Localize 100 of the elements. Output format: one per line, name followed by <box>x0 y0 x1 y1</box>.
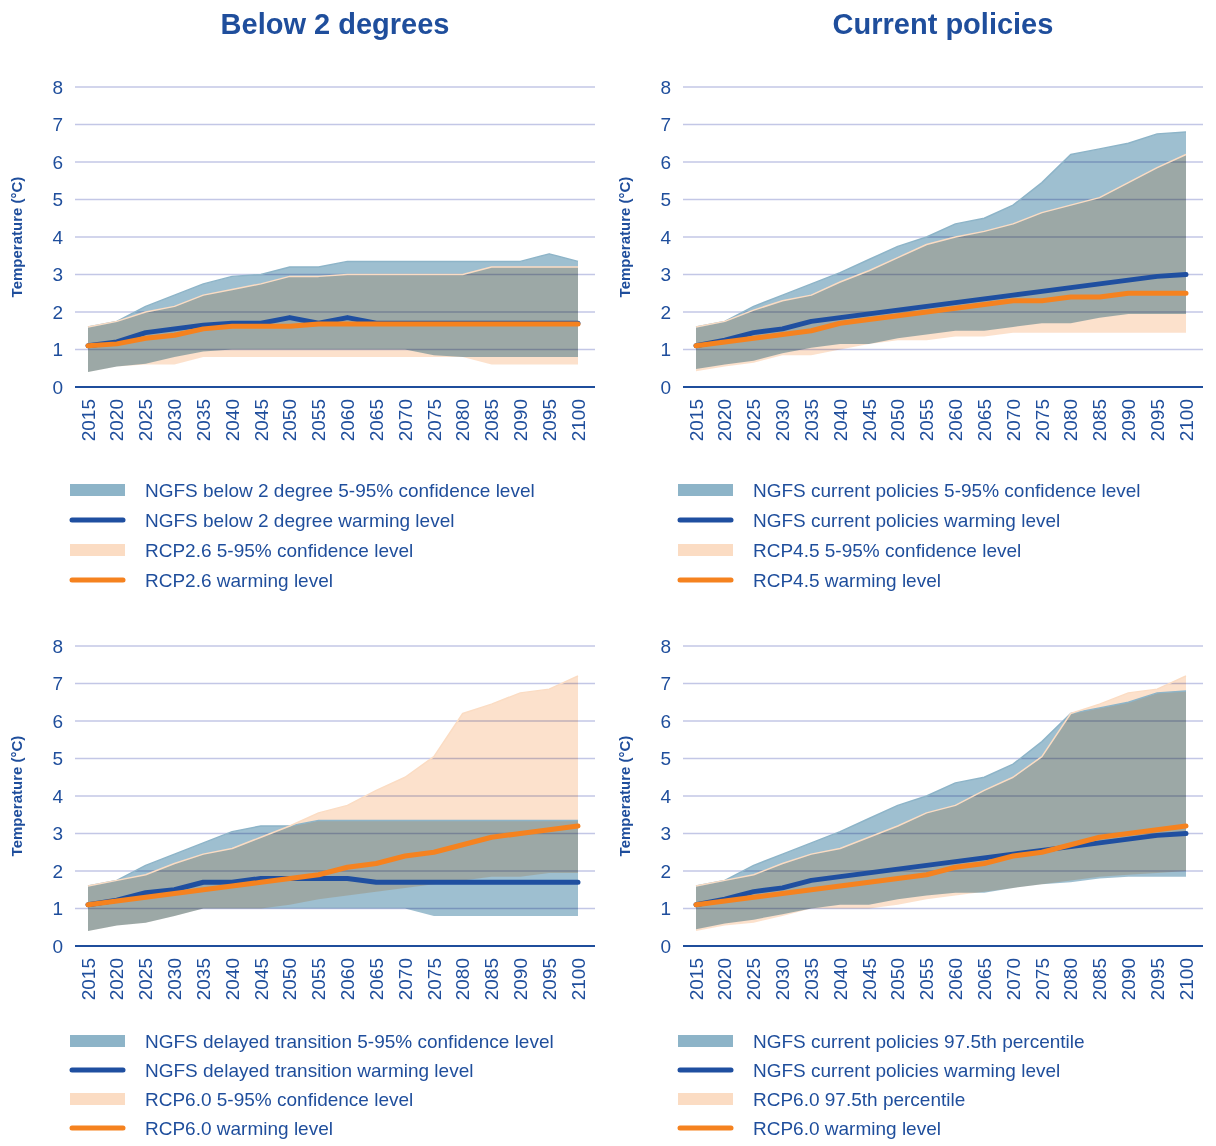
x-tick-label: 2060 <box>945 399 967 442</box>
x-tick-label: 2020 <box>714 958 736 1001</box>
x-tick-label: 2065 <box>973 958 995 1001</box>
x-tick-label: 2035 <box>800 399 822 442</box>
x-tick-label: 2070 <box>394 958 416 1001</box>
y-tick-label: 4 <box>660 785 672 807</box>
x-tick-label: 2030 <box>772 958 794 1001</box>
legend-label: NGFS below 2 degree 5-95% confidence level <box>145 479 535 501</box>
x-tick-label: 2045 <box>250 958 272 1001</box>
legend-label: RCP6.0 97.5th percentile <box>753 1088 966 1110</box>
x-tick-label: 2095 <box>538 399 560 442</box>
legend-label: RCP2.6 5-95% confidence level <box>145 539 414 561</box>
y-tick-label: 4 <box>52 226 64 248</box>
x-tick-label: 2060 <box>337 958 359 1001</box>
chart-title: Below 2 degrees <box>220 8 450 40</box>
y-tick-label: 7 <box>660 114 671 136</box>
x-tick-label: 2080 <box>1060 958 1082 1001</box>
y-tick-label: 8 <box>660 76 671 98</box>
x-tick-label: 2070 <box>1002 958 1024 1001</box>
x-tick-label: 2060 <box>337 399 359 442</box>
y-tick-label: 0 <box>660 376 671 398</box>
legend-label: NGFS current policies warming level <box>753 1059 1061 1081</box>
y-tick-label: 2 <box>660 301 671 323</box>
y-tick-label: 0 <box>52 376 63 398</box>
x-tick-label: 2045 <box>858 958 880 1001</box>
y-tick-label: 3 <box>52 264 63 286</box>
x-tick-label: 2100 <box>1175 399 1197 442</box>
x-tick-label: 2070 <box>1002 399 1024 442</box>
legend-label: RCP6.0 5-95% confidence level <box>145 1088 414 1110</box>
legend-label: NGFS delayed transition 5-95% confidence level <box>145 1030 554 1052</box>
y-axis-title: Temperature (°C) <box>616 176 633 298</box>
y-tick-label: 5 <box>52 748 63 770</box>
legend-label: NGFS current policies 97.5th percentile <box>753 1030 1085 1052</box>
x-tick-label: 2025 <box>135 399 157 442</box>
x-tick-label: 2085 <box>481 399 503 442</box>
x-tick-label: 2020 <box>106 399 128 442</box>
y-axis-title: Temperature (°C) <box>8 735 25 857</box>
x-tick-label: 2015 <box>685 958 707 1001</box>
x-tick-label: 2015 <box>77 399 99 442</box>
x-tick-label: 2095 <box>1146 399 1168 442</box>
x-tick-label: 2055 <box>308 399 330 442</box>
x-tick-label: 2100 <box>567 958 589 1001</box>
x-tick-label: 2060 <box>945 958 967 1001</box>
y-axis-title: Temperature (°C) <box>616 735 633 857</box>
y-tick-label: 5 <box>660 748 671 770</box>
y-tick-label: 5 <box>660 189 671 211</box>
x-tick-label: 2045 <box>250 399 272 442</box>
x-tick-label: 2065 <box>365 399 387 442</box>
y-tick-label: 6 <box>660 151 671 173</box>
legend-label: NGFS delayed transition warming level <box>145 1059 474 1081</box>
x-tick-label: 2015 <box>685 399 707 442</box>
chart-title: Current policies <box>832 8 1054 40</box>
y-tick-label: 8 <box>660 635 671 657</box>
x-tick-label: 2025 <box>135 958 157 1001</box>
y-tick-label: 2 <box>660 860 671 882</box>
x-tick-label: 2030 <box>772 399 794 442</box>
x-tick-label: 2035 <box>192 958 214 1001</box>
x-tick-label: 2100 <box>567 399 589 442</box>
y-tick-label: 2 <box>52 860 63 882</box>
x-tick-label: 2030 <box>164 958 186 1001</box>
y-tick-label: 0 <box>660 935 671 957</box>
x-tick-label: 2075 <box>423 958 445 1001</box>
legend-label: RCP2.6 warming level <box>145 569 333 591</box>
x-tick-label: 2075 <box>1031 399 1053 442</box>
x-tick-label: 2020 <box>106 958 128 1001</box>
y-tick-label: 3 <box>660 823 671 845</box>
x-tick-label: 2095 <box>538 958 560 1001</box>
y-tick-label: 2 <box>52 301 63 323</box>
x-tick-label: 2055 <box>308 958 330 1001</box>
y-tick-label: 1 <box>52 339 63 361</box>
x-tick-label: 2020 <box>714 399 736 442</box>
x-tick-label: 2065 <box>365 958 387 1001</box>
x-tick-label: 2100 <box>1175 958 1197 1001</box>
x-tick-label: 2075 <box>1031 958 1053 1001</box>
legend-label: RCP6.0 warming level <box>145 1117 333 1139</box>
x-tick-label: 2080 <box>452 399 474 442</box>
y-tick-label: 3 <box>660 264 671 286</box>
x-tick-label: 2050 <box>887 958 909 1001</box>
x-tick-label: 2080 <box>1060 399 1082 442</box>
y-tick-label: 7 <box>660 673 671 695</box>
legend-label: RCP4.5 5-95% confidence level <box>753 539 1022 561</box>
y-tick-label: 8 <box>52 635 63 657</box>
y-tick-label: 1 <box>660 898 671 920</box>
y-tick-label: 6 <box>52 151 63 173</box>
y-tick-label: 3 <box>52 823 63 845</box>
y-tick-label: 6 <box>52 710 63 732</box>
y-tick-label: 4 <box>52 785 64 807</box>
x-tick-label: 2045 <box>858 399 880 442</box>
x-tick-label: 2095 <box>1146 958 1168 1001</box>
x-tick-label: 2065 <box>973 399 995 442</box>
y-tick-label: 1 <box>52 898 63 920</box>
x-tick-label: 2070 <box>394 399 416 442</box>
y-tick-label: 1 <box>660 339 671 361</box>
x-tick-label: 2085 <box>481 958 503 1001</box>
x-tick-label: 2015 <box>77 958 99 1001</box>
x-tick-label: 2040 <box>221 958 243 1001</box>
x-tick-label: 2035 <box>800 958 822 1001</box>
y-tick-label: 8 <box>52 76 63 98</box>
x-tick-label: 2025 <box>743 958 765 1001</box>
x-tick-label: 2025 <box>743 399 765 442</box>
